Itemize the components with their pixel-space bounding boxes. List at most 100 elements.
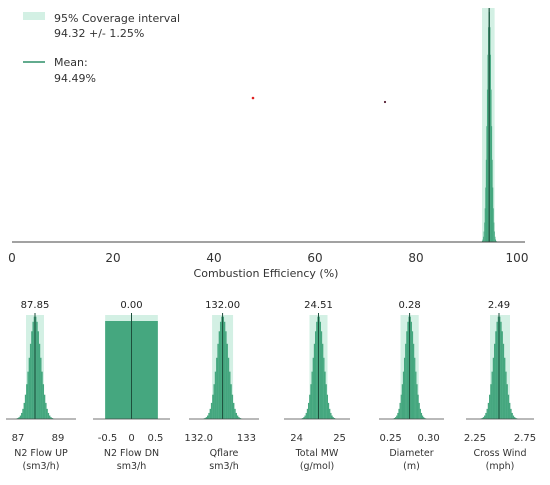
panel-6-hist-bar (493, 358, 494, 419)
panel-3-hist-bar (220, 322, 221, 419)
panel-4-hist-bar (306, 413, 307, 419)
panel-4-hist-bar (324, 372, 325, 419)
panel-3-hist-bar (233, 403, 234, 419)
panel-6-hist-bar (503, 344, 504, 419)
panel-1-hist-bar (24, 403, 25, 419)
panel-5-x-axis-label: Diameter (389, 448, 433, 459)
panel-6-hist-bar (495, 331, 496, 419)
panel-6-hist-bar (508, 395, 509, 419)
panel-3-hist-bar (228, 358, 229, 419)
main-x-tick-label: 100 (506, 251, 529, 265)
panel-4-hist-bar (309, 395, 310, 419)
panel-6-hist-bar (511, 413, 512, 419)
panel-6-x-tick-label: 2.75 (514, 433, 536, 444)
panel-6-hist-bar (489, 395, 490, 419)
panel-3-x-axis-label: Qflare (210, 448, 239, 459)
panel-1-hist-bar (30, 344, 31, 419)
panel-1-hist-bar (45, 403, 46, 419)
panel-3-hist-bar (232, 395, 233, 419)
panel-4-hist-bar (308, 403, 309, 419)
panel-3-hist-bar (208, 413, 209, 419)
legend-mean-label: Mean: (54, 56, 88, 69)
panel-1-hist-bar (25, 395, 26, 419)
panel-4-hist-bar (321, 331, 322, 419)
panel-6-hist-bar (490, 384, 491, 419)
panel-2-x-tick-label: 0.5 (148, 433, 164, 444)
panel-1-value-label: 87.85 (21, 300, 50, 311)
panel-3-x-axis-label: sm3/h (209, 461, 238, 472)
panel-5-x-tick-label: 0.25 (379, 433, 401, 444)
panel-5-hist-bar (398, 409, 399, 419)
panel-3-hist-bar (207, 416, 208, 419)
panel-5-hist-bar (413, 344, 414, 419)
panel-6-hist-bar (488, 403, 489, 419)
panel-3-hist-bar (237, 416, 238, 419)
panel-5-hist-bar (412, 331, 413, 419)
panel-4-hist-bar (315, 331, 316, 419)
panel-1-x-axis-label: (sm3/h) (23, 461, 60, 472)
panel-3-hist-bar (219, 331, 220, 419)
panel-5-hist-bar (400, 403, 401, 419)
panel-2-x-axis-label: N2 Flow DN (104, 448, 159, 459)
panel-3-hist-bar (211, 403, 212, 419)
panel-5-hist-bar (414, 358, 415, 419)
panel-1-hist-bar (44, 395, 45, 419)
panel-4-hist-bar (304, 416, 305, 419)
panel-5-hist-bar (415, 372, 416, 419)
panel-5-hist-bar (416, 384, 417, 419)
panel-5-hist-bar (406, 331, 407, 419)
legend-band-label: 95% Coverage interval (54, 12, 180, 25)
panel-1-hist-bar (31, 331, 32, 419)
panel-6-hist-bar (487, 409, 488, 419)
panel-5-hist-bar (396, 416, 397, 419)
legend-mean-value: 94.49% (54, 72, 96, 85)
panel-4-x-axis-label: (g/mol) (300, 461, 334, 472)
panel-1-hist-bar (29, 358, 30, 419)
panel-3-x-tick-label: 133 (237, 433, 256, 444)
panel-6-hist-bar (500, 322, 501, 419)
panel-6-hist-bar (484, 416, 485, 419)
panel-3-hist-bar (216, 358, 217, 419)
main-x-tick-label: 20 (105, 251, 120, 265)
panel-6-hist-bar (492, 372, 493, 419)
stray-dot-dark (384, 101, 386, 103)
panel-1-hist-bar (39, 344, 40, 419)
panel-3-hist-bar (224, 322, 225, 419)
main-x-tick-label: 0 (8, 251, 16, 265)
panel-1-hist-bar (20, 416, 21, 419)
panel-1-hist-bar (36, 322, 37, 419)
panel-1-hist-bar (21, 413, 22, 419)
panel-5-hist-bar (420, 409, 421, 419)
panel-1-hist-bar (26, 384, 27, 419)
main-x-tick-label: 80 (408, 251, 423, 265)
panel-4-x-tick-label: 24 (290, 433, 303, 444)
panel-1-hist-bar (46, 409, 47, 419)
panel-5-hist-bar (421, 413, 422, 419)
panel-4-hist-bar (313, 358, 314, 419)
panel-4-hist-bar (330, 413, 331, 419)
panel-3-hist-bar (229, 372, 230, 419)
panel-4-hist-bar (316, 322, 317, 419)
main-x-axis-label: Combustion Efficiency (%) (194, 267, 339, 280)
panel-5-hist-bar (405, 344, 406, 419)
panel-4-x-axis-label: Total MW (295, 448, 339, 459)
legend-band-swatch (23, 12, 45, 20)
panel-3-hist-bar (210, 409, 211, 419)
panel-5-x-tick-label: 0.30 (417, 433, 439, 444)
main-x-tick-label: 40 (206, 251, 221, 265)
panel-6-x-tick-label: 2.25 (464, 433, 486, 444)
panel-4-hist-bar (331, 416, 332, 419)
panel-6-hist-bar (497, 322, 498, 419)
panel-1-hist-bar (38, 331, 39, 419)
panel-1-hist-bar (32, 322, 33, 419)
panel-1-hist-bar (27, 372, 28, 419)
panel-1-hist-bar (48, 413, 49, 419)
panel-6-x-axis-label: Cross Wind (474, 448, 527, 459)
panel-6-hist-bar (509, 403, 510, 419)
panel-5-x-axis-label: (m) (403, 461, 420, 472)
panel-6-hist-bar (513, 416, 514, 419)
panel-5-hist-bar (422, 416, 423, 419)
panel-4-hist-bar (314, 344, 315, 419)
